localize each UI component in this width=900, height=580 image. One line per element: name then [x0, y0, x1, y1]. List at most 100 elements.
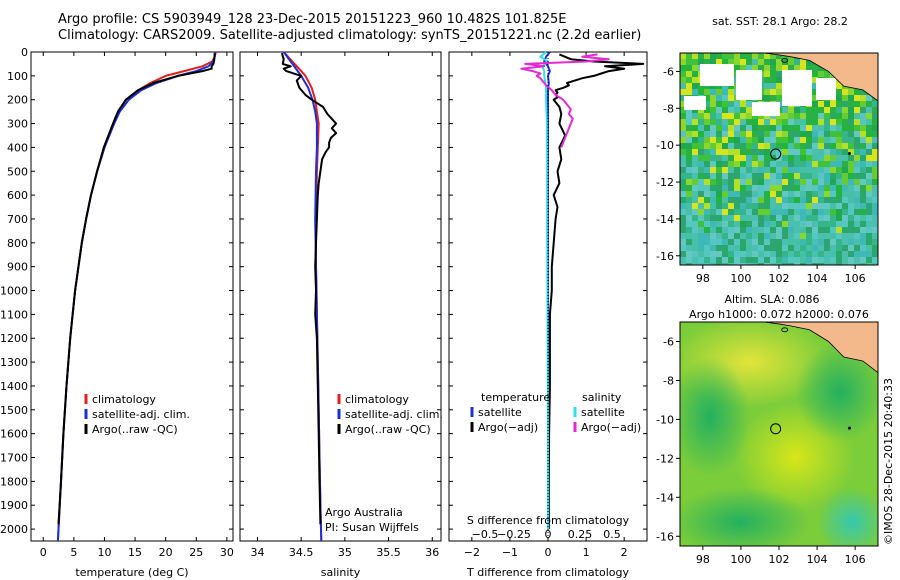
sst-cell	[716, 245, 722, 251]
sst-cell	[740, 263, 746, 265]
sst-cell	[830, 239, 836, 245]
sst_map-land	[763, 53, 878, 102]
sst-cell	[758, 209, 764, 215]
sst-cell	[800, 251, 806, 257]
sst-cell	[818, 155, 824, 161]
depth-tick-label: 1400	[0, 380, 28, 393]
sst-cell	[770, 71, 776, 77]
sst-cell	[812, 227, 818, 233]
sst-cell	[770, 137, 776, 143]
sst-cell	[776, 125, 782, 131]
sst-cell	[680, 161, 686, 167]
sst-cell	[800, 239, 806, 245]
sst-cell	[848, 263, 854, 265]
temperature-xtick-label: 20	[159, 546, 173, 559]
sst-cell	[758, 59, 764, 65]
sst-cell	[716, 89, 722, 95]
sst-cell	[842, 221, 848, 227]
sst-cell	[716, 203, 722, 209]
sst-cell	[776, 263, 782, 265]
sst-cell	[794, 59, 800, 65]
sst-cell	[866, 209, 872, 215]
sst-cell	[752, 143, 758, 149]
sst-cell	[842, 215, 848, 221]
sst-cell	[716, 137, 722, 143]
sst-cell	[740, 251, 746, 257]
sst-cell	[746, 155, 752, 161]
sst-cell	[830, 161, 836, 167]
sst-cell	[800, 227, 806, 233]
sst-cell	[806, 197, 812, 203]
sst-cell	[854, 107, 860, 113]
sst-cell	[770, 257, 776, 263]
difference-s-tick-label: 0.5	[603, 528, 621, 541]
sst-cell	[680, 257, 686, 263]
sst-cell	[704, 161, 710, 167]
sst-cell	[764, 215, 770, 221]
sst-cell	[758, 131, 764, 137]
sst-cell	[734, 59, 740, 65]
sst-cell	[704, 209, 710, 215]
sst-cell	[740, 239, 746, 245]
sst-cell	[716, 131, 722, 137]
sst-cell	[812, 203, 818, 209]
sst-cell	[824, 173, 830, 179]
sst-cell	[800, 137, 806, 143]
sst-cell	[710, 197, 716, 203]
sst-cell	[800, 119, 806, 125]
sst-cell	[800, 107, 806, 113]
sst-cell	[854, 95, 860, 101]
sst-cell	[824, 179, 830, 185]
sst-cell	[764, 155, 770, 161]
sst-cell	[722, 53, 728, 59]
difference-xtick-label: −2	[464, 546, 480, 559]
sst-cell	[710, 203, 716, 209]
sst-cell	[872, 101, 878, 107]
sst-cell	[806, 59, 812, 65]
sst-cell	[788, 191, 794, 197]
sst-cell	[848, 209, 854, 215]
sst-cell	[680, 227, 686, 233]
sst-cell	[752, 137, 758, 143]
sst-cell	[788, 245, 794, 251]
sst-cell	[686, 83, 692, 89]
sst-cell	[746, 161, 752, 167]
sst-cell	[740, 131, 746, 137]
sst-cell	[842, 197, 848, 203]
sst-cell	[806, 251, 812, 257]
sst-cell	[722, 203, 728, 209]
salinity-frame	[239, 51, 442, 542]
sst-cell	[866, 215, 872, 221]
sst-cell	[752, 167, 758, 173]
sst-cell	[692, 221, 698, 227]
sst-cell	[728, 173, 734, 179]
sst-cell	[842, 251, 848, 257]
sst-cell	[782, 257, 788, 263]
sst-cell	[776, 149, 782, 155]
sst-cell	[818, 197, 824, 203]
sst-cell	[848, 101, 854, 107]
sst-cell	[842, 245, 848, 251]
sst-cell	[740, 179, 746, 185]
sst-cell	[800, 245, 806, 251]
sst-cell	[830, 101, 836, 107]
sst-cell	[788, 179, 794, 185]
sst-cell	[728, 167, 734, 173]
sst-cell	[728, 137, 734, 143]
title-line-1: Argo profile: CS 5903949_128 23-Dec-2015…	[58, 12, 567, 27]
sst-cell	[716, 155, 722, 161]
sst-cell	[812, 89, 818, 95]
sst-cell	[722, 125, 728, 131]
sst-cell	[842, 257, 848, 263]
sst-cell	[794, 107, 800, 113]
sst-cell	[734, 251, 740, 257]
sst-cell	[800, 257, 806, 263]
sst-cell	[836, 209, 842, 215]
sst-cell	[734, 101, 740, 107]
sst-cell	[734, 161, 740, 167]
sst-cell	[770, 209, 776, 215]
sst-cell	[818, 149, 824, 155]
sst-cell	[764, 245, 770, 251]
sst-cell	[698, 155, 704, 161]
sst-cell	[860, 173, 866, 179]
